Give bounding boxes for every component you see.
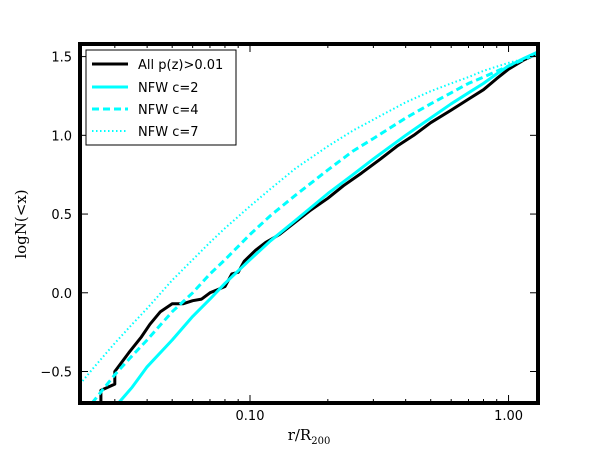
plot-border [78, 42, 540, 405]
legend-label-c2: NFW c=2 [138, 81, 199, 96]
legend: All p(z)>0.01 NFW c=2 NFW c=4 NFW c=7 [85, 49, 237, 146]
x-tick-label-1: 1.00 [494, 409, 523, 424]
x-tick-label-0: 0.10 [236, 409, 265, 424]
y-tick-label-3: 1.0 [51, 129, 72, 144]
series-layer [80, 50, 538, 403]
y-tick-label-2: 0.5 [51, 208, 72, 223]
y-tick-label-4: 1.5 [51, 51, 72, 66]
legend-label-c7: NFW c=7 [138, 125, 199, 140]
series-line-3 [80, 54, 538, 385]
series-line-2 [90, 52, 538, 403]
series-line-0 [99, 52, 538, 403]
y-axis-label: logN(<x) [12, 189, 30, 258]
legend-label-c4: NFW c=4 [138, 103, 199, 118]
y-tick-label-0: −0.5 [40, 366, 72, 381]
series-line-1 [117, 50, 538, 403]
x-axis-label: r/R200 [288, 426, 331, 447]
legend-label-all: All p(z)>0.01 [138, 58, 223, 73]
y-tick-label-1: 0.0 [51, 287, 72, 302]
legend-box [85, 49, 237, 146]
